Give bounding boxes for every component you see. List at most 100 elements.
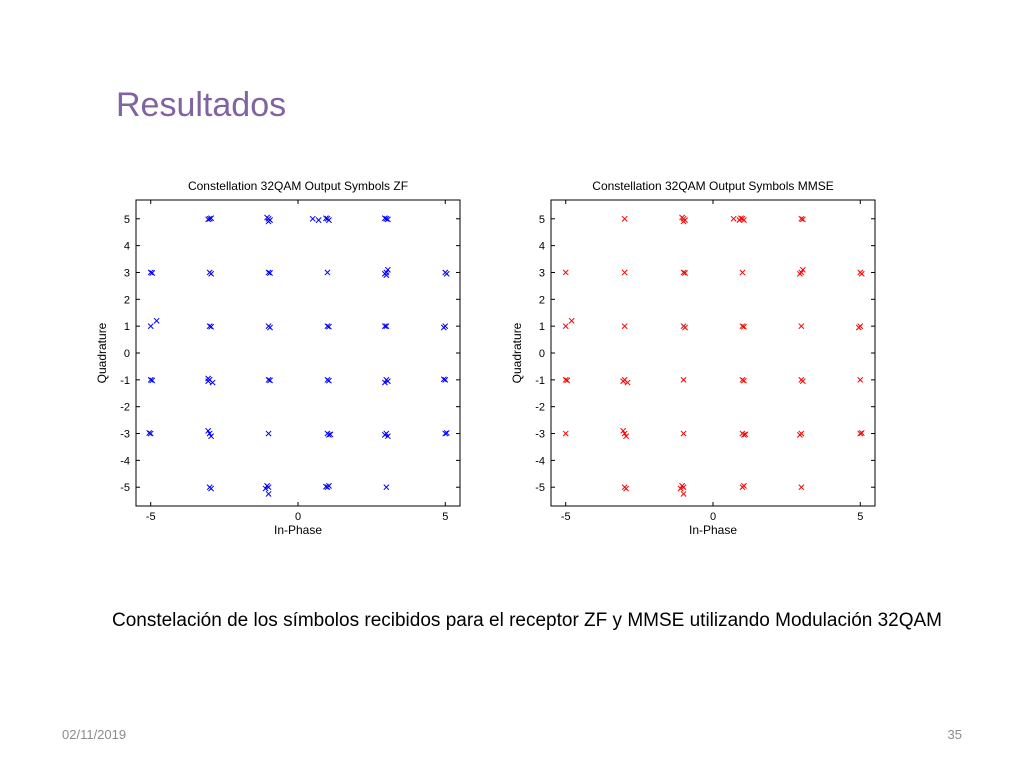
y-tick-label: 5 bbox=[539, 214, 545, 226]
data-point bbox=[325, 431, 332, 438]
x-tick-label: 0 bbox=[295, 511, 301, 523]
figure-caption: Constelación de los símbolos recibidos p… bbox=[111, 610, 943, 631]
plot-area bbox=[135, 199, 461, 507]
data-point bbox=[562, 269, 569, 276]
data-point bbox=[857, 430, 864, 437]
data-point bbox=[621, 323, 628, 330]
data-point bbox=[857, 376, 864, 383]
data-point bbox=[147, 376, 154, 383]
data-point bbox=[440, 324, 447, 331]
data-point bbox=[153, 317, 160, 324]
data-point bbox=[208, 323, 215, 330]
data-point bbox=[620, 427, 627, 434]
data-point bbox=[740, 431, 747, 438]
data-point bbox=[679, 482, 686, 489]
y-tick-label: -4 bbox=[535, 455, 545, 467]
data-point bbox=[325, 377, 332, 384]
data-point bbox=[309, 215, 316, 222]
x-tick-label: -5 bbox=[561, 511, 571, 523]
y-tick-label: 1 bbox=[124, 321, 130, 333]
data-point bbox=[624, 379, 631, 386]
constellation-chart-mmse-svg: Constellation 32QAM Output Symbols MMSE 5… bbox=[510, 179, 876, 537]
data-point bbox=[443, 270, 450, 277]
data-point bbox=[149, 377, 156, 384]
page-number: 35 bbox=[947, 727, 962, 742]
y-tick-label: -5 bbox=[120, 482, 130, 494]
data-point bbox=[206, 215, 213, 222]
data-point bbox=[621, 269, 628, 276]
data-point bbox=[323, 483, 329, 490]
y-tick-label: -1 bbox=[535, 375, 545, 387]
plot-area bbox=[550, 199, 876, 507]
data-point bbox=[381, 323, 388, 330]
data-point bbox=[384, 378, 391, 385]
data-point bbox=[562, 376, 569, 383]
data-point bbox=[147, 323, 154, 330]
x-tick-label: -5 bbox=[146, 511, 156, 523]
data-point bbox=[796, 431, 803, 438]
x-tick-label: 5 bbox=[442, 511, 448, 523]
footer-date: 02/11/2019 bbox=[62, 727, 127, 742]
data-point bbox=[267, 324, 273, 331]
data-point bbox=[740, 377, 747, 384]
data-point bbox=[682, 324, 688, 331]
data-point bbox=[442, 430, 449, 437]
y-tick-label: 3 bbox=[539, 267, 545, 279]
data-point bbox=[440, 376, 447, 383]
data-point bbox=[730, 215, 737, 222]
data-point bbox=[208, 485, 215, 492]
data-point bbox=[621, 215, 628, 222]
data-point bbox=[620, 378, 627, 385]
y-tick-label: -5 bbox=[535, 482, 545, 494]
data-point bbox=[325, 217, 332, 224]
data-point bbox=[383, 215, 390, 222]
x-axis-label: In-Phase bbox=[274, 523, 322, 537]
data-point bbox=[315, 217, 322, 224]
data-point bbox=[208, 433, 215, 440]
data-point bbox=[324, 323, 331, 330]
y-tick-label: -3 bbox=[535, 429, 545, 441]
data-point bbox=[799, 216, 806, 223]
data-point bbox=[796, 270, 803, 277]
slide-title: Resultados bbox=[116, 86, 287, 124]
data-point bbox=[205, 375, 212, 382]
x-tick-label: 0 bbox=[710, 511, 716, 523]
data-point bbox=[858, 430, 865, 436]
data-point bbox=[740, 482, 747, 489]
data-point bbox=[568, 317, 575, 324]
y-tick-label: 2 bbox=[124, 294, 130, 306]
y-tick-label: -2 bbox=[120, 402, 130, 414]
data-point bbox=[799, 266, 806, 273]
data-point bbox=[267, 377, 273, 384]
x-tick-label: 5 bbox=[857, 511, 863, 523]
data-point bbox=[742, 431, 749, 438]
y-tick-label: 4 bbox=[539, 241, 545, 253]
data-point bbox=[858, 270, 865, 277]
data-point bbox=[798, 215, 805, 222]
data-point bbox=[383, 323, 390, 330]
y-tick-label: 5 bbox=[124, 214, 130, 226]
constellation-chart-zf-svg: Constellation 32QAM Output Symbols ZF 5 4 3… bbox=[95, 179, 461, 537]
data-point bbox=[562, 430, 569, 437]
y-axis-label: Quadrature bbox=[95, 322, 109, 383]
data-point bbox=[564, 377, 571, 384]
data-point bbox=[265, 430, 272, 437]
data-point bbox=[384, 266, 391, 273]
y-axis-label: Quadrature bbox=[510, 322, 524, 383]
data-point bbox=[740, 323, 747, 330]
y-tick-label: 2 bbox=[539, 294, 545, 306]
data-point bbox=[381, 215, 388, 222]
data-point bbox=[327, 431, 334, 438]
y-tick-label: -1 bbox=[120, 375, 130, 387]
data-point bbox=[384, 433, 391, 440]
y-tick-label: 1 bbox=[539, 321, 545, 333]
y-tick-label: 3 bbox=[124, 267, 130, 279]
data-point bbox=[739, 269, 746, 276]
data-point bbox=[205, 216, 212, 223]
data-point bbox=[623, 485, 630, 492]
y-tick-label: -4 bbox=[120, 455, 130, 467]
data-point bbox=[680, 218, 687, 225]
data-point bbox=[383, 272, 390, 279]
data-point bbox=[562, 323, 569, 330]
data-point bbox=[149, 270, 156, 276]
